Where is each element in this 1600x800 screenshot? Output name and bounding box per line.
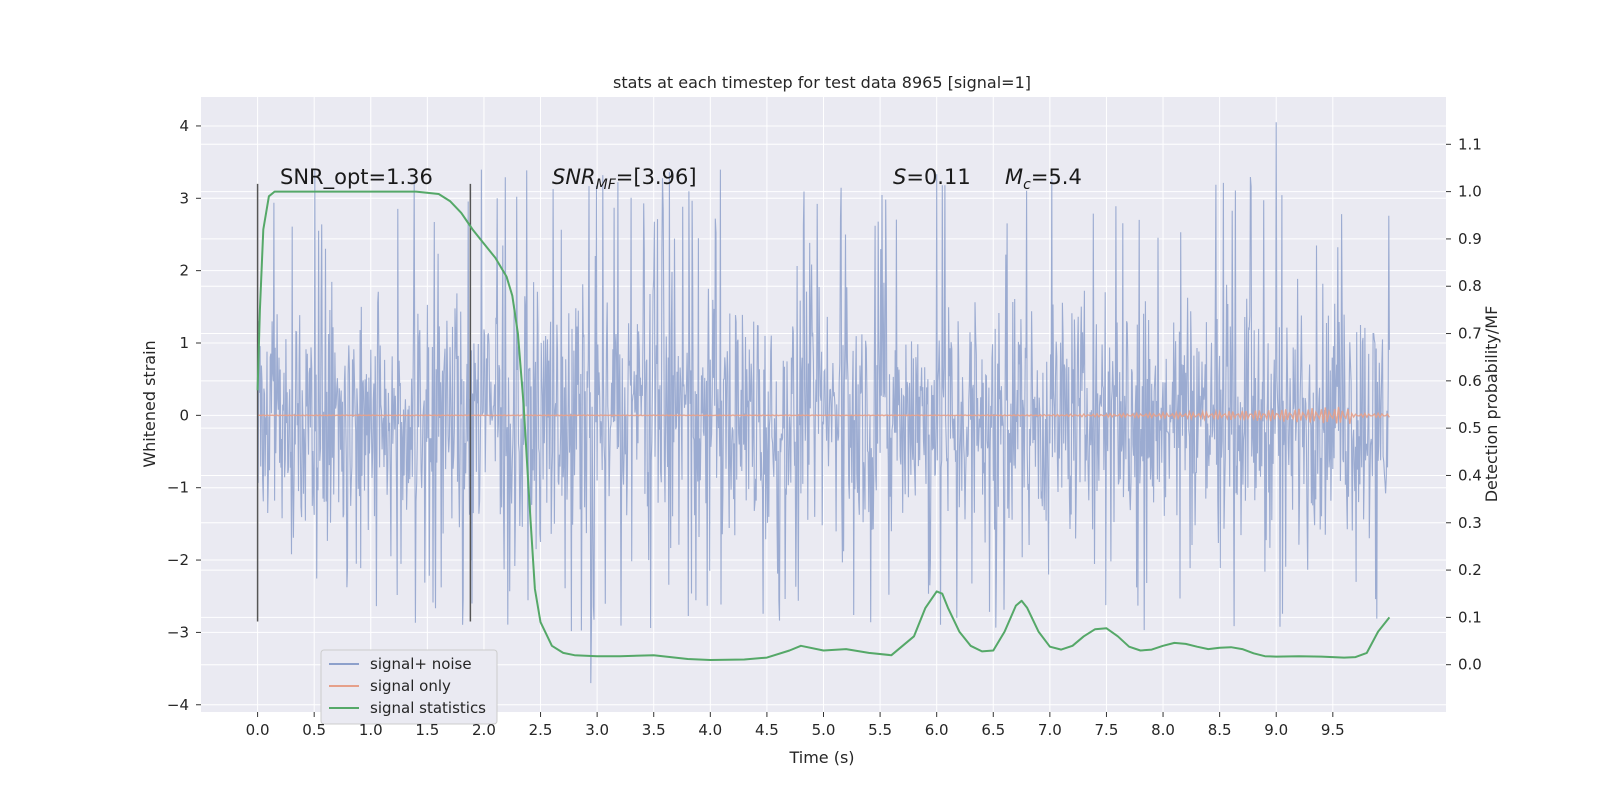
x-tick-label: 3.5 (642, 721, 666, 739)
y-tick-label: −1 (167, 479, 189, 497)
tick-marks (196, 125, 1451, 717)
y2-axis-label: Detection probability/MF (1482, 306, 1501, 503)
signal-noise-series (257, 122, 1390, 684)
annotation-snr-mf-base: SNR (552, 165, 596, 189)
chart-title: stats at each timestep for test data 896… (613, 73, 1031, 92)
y-tick-label: 2 (179, 262, 189, 280)
y2-tick-label: 0.9 (1458, 230, 1482, 248)
x-tick-label: 4.5 (755, 721, 779, 739)
x-tick-label: 0.5 (302, 721, 326, 739)
annotation-mc-value: =5.4 (1031, 165, 1082, 189)
legend-label-signal: signal only (370, 677, 451, 695)
x-tick-label: 8.5 (1208, 721, 1232, 739)
x-axis-label: Time (s) (788, 748, 854, 767)
y2-tick-label: 1.1 (1458, 135, 1482, 153)
signal-statistics-series (256, 190, 1391, 661)
legend-box (320, 649, 498, 725)
data-layer (256, 122, 1391, 684)
annotation-s: S=0.11 (893, 165, 971, 189)
y-tick-label: 0 (179, 406, 189, 424)
x-tick-label: 1.0 (359, 721, 383, 739)
annotation-s-value: =0.11 (906, 165, 970, 189)
y2-tick-label: 0.0 (1458, 656, 1482, 674)
y-tick-label: −4 (167, 696, 189, 714)
annotation-snr-mf-value: =[3.96] (616, 165, 697, 189)
y2-tick-label: 1.0 (1458, 183, 1482, 201)
x-tick-label: 6.0 (925, 721, 949, 739)
y-tick-label: −3 (167, 623, 189, 641)
y2-tick-label: 0.5 (1458, 419, 1482, 437)
x-tick-label: 7.5 (1095, 721, 1119, 739)
x-tick-label: 8.0 (1151, 721, 1175, 739)
x-tick-label: 9.0 (1264, 721, 1288, 739)
y2-tick-label: 0.1 (1458, 608, 1482, 626)
annotation-mc-sub: c (1023, 177, 1031, 193)
y-tick-label: 3 (179, 189, 189, 207)
y-axis-label: Whitened strain (140, 340, 159, 467)
x-tick-label: 2.0 (472, 721, 496, 739)
annotation-snr-mf-sub: MF (596, 177, 617, 193)
x-tick-label: 1.5 (415, 721, 439, 739)
x-tick-label: 3.0 (585, 721, 609, 739)
y-tick-label: 4 (179, 117, 189, 135)
y-tick-label: −2 (167, 551, 189, 569)
x-tick-label: 5.5 (868, 721, 892, 739)
x-tick-label: 9.5 (1321, 721, 1345, 739)
signal-only-series (257, 406, 1391, 424)
annotation-mc-base: M (1005, 165, 1023, 189)
legend-label-noise: signal+ noise (370, 655, 472, 673)
annotation-s-base: S (893, 165, 906, 189)
x-tick-label: 7.0 (1038, 721, 1062, 739)
legend: signal+ noise signal only signal statist… (320, 649, 498, 725)
legend-label-stat: signal statistics (370, 699, 486, 717)
x-tick-label: 4.0 (698, 721, 722, 739)
y2-tick-label: 0.7 (1458, 325, 1482, 343)
x-tick-label: 0.0 (246, 721, 270, 739)
y2-tick-label: 0.8 (1458, 277, 1482, 295)
y2-tick-label: 0.4 (1458, 466, 1482, 484)
x-tick-label: 2.5 (529, 721, 553, 739)
y2-tick-label: 0.3 (1458, 514, 1482, 532)
annotation-snr-mf: SNRMF=[3.96] (552, 165, 697, 193)
annotation-mc: Mc=5.4 (1005, 165, 1082, 193)
y2-tick-label: 0.2 (1458, 561, 1482, 579)
x-tick-label: 5.0 (812, 721, 836, 739)
x-tick-label: 6.5 (981, 721, 1005, 739)
y-tick-label: 1 (179, 334, 189, 352)
annotation-snr-opt: SNR_opt=1.36 (280, 165, 433, 190)
y2-tick-label: 0.6 (1458, 372, 1482, 390)
